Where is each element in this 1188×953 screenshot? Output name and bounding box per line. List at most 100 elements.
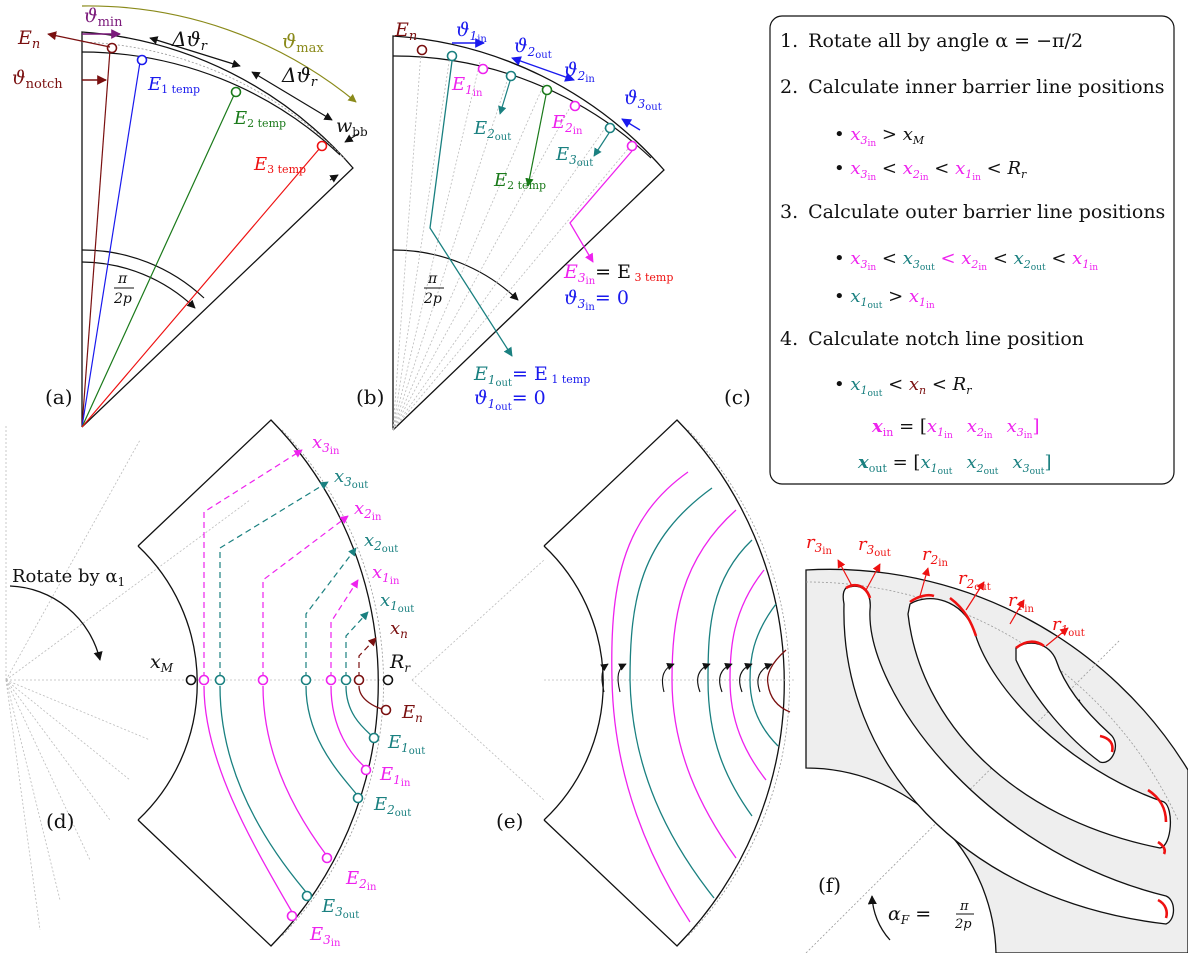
label-theta2out: ϑ2out bbox=[514, 35, 552, 61]
axis-nodes-d bbox=[185, 674, 394, 922]
barrier-curves-d bbox=[203, 685, 387, 913]
dashed-risers bbox=[203, 449, 377, 678]
label-E1out-d: E1out bbox=[387, 732, 425, 757]
label-r2out: r2out bbox=[958, 568, 991, 593]
theta3out-arrow bbox=[621, 118, 641, 131]
label-E2temp-b: E2 temp bbox=[493, 170, 546, 192]
inner-arc-e bbox=[543, 545, 604, 821]
dotted-fan-d bbox=[5, 425, 392, 931]
label-pi: π bbox=[117, 271, 128, 287]
outer-dotted-e bbox=[687, 429, 790, 937]
label-xM: xM bbox=[150, 651, 174, 675]
panel-b: En ϑ1in ϑ2out ϑ2in ϑ3out E1in E2out E2in… bbox=[356, 19, 673, 431]
r-arrows bbox=[837, 559, 1069, 647]
label-Rr: Rr bbox=[389, 651, 411, 675]
label-x2out: x2out bbox=[364, 530, 398, 555]
node-E3out bbox=[604, 122, 616, 134]
ray-E2 bbox=[81, 94, 235, 428]
label-E3out: E3out bbox=[555, 144, 593, 169]
label-theta3out: ϑ3out bbox=[624, 87, 662, 113]
label-wbb: wbb bbox=[336, 115, 368, 139]
panel-label-e: (e) bbox=[496, 809, 523, 833]
label-theta1in: ϑ1in bbox=[456, 19, 487, 45]
label-E1in: E1in bbox=[451, 74, 483, 99]
E2out-arrow bbox=[498, 80, 511, 115]
label-xn: xn bbox=[390, 618, 408, 641]
dtheta-arrow-2 bbox=[251, 71, 333, 121]
label-theta-min: ϑmin bbox=[84, 5, 123, 30]
ray-E3 bbox=[81, 147, 321, 428]
node-En-b bbox=[416, 44, 428, 56]
step-3: 3. Calculate outer barrier line positions bbox=[780, 201, 1165, 223]
barrier-3 bbox=[842, 585, 1175, 925]
sector-outline-e bbox=[543, 419, 785, 947]
E3out-arrow bbox=[593, 132, 610, 157]
label-E2temp: E2 temp bbox=[233, 108, 286, 130]
lower-arc-b bbox=[392, 249, 519, 301]
apex-line-e2 bbox=[411, 679, 545, 801]
panel-label-d: (d) bbox=[46, 809, 74, 833]
apex-line-e bbox=[411, 559, 545, 681]
panel-e: (e) bbox=[411, 419, 796, 947]
node-E3 bbox=[316, 140, 328, 152]
panel-f: r3in r3out r2in r2out r1in r1out αF = π … bbox=[805, 532, 1188, 953]
node-E2out bbox=[505, 70, 517, 82]
step-4: 4. Calculate notch line position bbox=[780, 328, 1084, 350]
label-E2in: E2in bbox=[551, 112, 583, 137]
ray-E1 bbox=[81, 61, 141, 428]
panel-label-c: (c) bbox=[724, 385, 751, 409]
inner-arc-b bbox=[392, 55, 652, 159]
barrier-curves-e bbox=[611, 471, 791, 923]
lower-arc bbox=[81, 249, 205, 299]
label-x3in: x3in bbox=[312, 432, 340, 457]
label-pi-b: π bbox=[427, 271, 438, 287]
panel-d: Rotate by α1 xM Rr x3in x3out x2in x2out… bbox=[5, 419, 425, 949]
sector-outline-d bbox=[137, 419, 379, 947]
node-E1 bbox=[136, 54, 148, 66]
hook-arrows-e bbox=[600, 663, 773, 693]
label-E1temp: E1 temp bbox=[147, 74, 200, 96]
label-r3out: r3out bbox=[858, 534, 891, 559]
label-r2in: r2in bbox=[922, 544, 948, 569]
label-x1in: x1in bbox=[372, 562, 400, 587]
E3in-path bbox=[569, 150, 633, 263]
ray-En bbox=[81, 49, 111, 428]
label-En-b: En bbox=[394, 19, 417, 44]
label-E2out: E2out bbox=[473, 118, 511, 143]
label-theta-notch: ϑnotch bbox=[12, 67, 63, 92]
steps-box bbox=[769, 15, 1175, 485]
lower-arc-2 bbox=[81, 261, 196, 309]
label-E3in-d: E3in bbox=[309, 924, 341, 949]
dotted-rays-b bbox=[392, 51, 633, 431]
label-dtheta-1: Δϑr bbox=[171, 27, 208, 54]
label-x2in: x2in bbox=[354, 498, 382, 523]
label-theta1out-eq: ϑ1out= 0 bbox=[474, 387, 546, 413]
panel-label-b: (b) bbox=[356, 385, 384, 409]
label-E3temp: E3 temp bbox=[253, 154, 306, 176]
label-E3out-d: E3out bbox=[321, 896, 359, 921]
label-2p: 2p bbox=[113, 291, 132, 307]
label-E3in-eq: E3in= E 3 temp bbox=[563, 261, 673, 287]
inner-arc bbox=[81, 51, 341, 156]
label-En: En bbox=[17, 27, 40, 52]
label-E1in-d: E1in bbox=[379, 764, 411, 789]
wbb-arrow bbox=[344, 133, 359, 143]
label-theta2in: ϑ2in bbox=[564, 59, 595, 85]
panel-c: 1. Rotate all by angle α = −π/2 2. Calcula… bbox=[724, 15, 1175, 485]
E1out-path bbox=[429, 60, 513, 357]
node-E1in bbox=[477, 63, 489, 75]
eq-xin: xin = [x1in x2in x3in] bbox=[871, 416, 1039, 441]
panel-label-f: (f) bbox=[818, 873, 841, 897]
inner-arc-d bbox=[137, 545, 198, 821]
wbb-arrow-2 bbox=[329, 174, 339, 183]
dtheta-arrow-1 bbox=[149, 36, 241, 68]
label-E2out-d: E2out bbox=[373, 794, 411, 819]
step-1: 1. Rotate all by angle α = −π/2 bbox=[780, 30, 1083, 52]
label-r3in: r3in bbox=[806, 532, 832, 557]
panel-a: En ϑmin ϑnotch Δϑr Δϑr ϑmax wbb E1 temp … bbox=[12, 5, 368, 428]
label-E2in-d: E2in bbox=[345, 868, 377, 893]
node-E1out bbox=[446, 50, 458, 62]
sector-outline bbox=[81, 31, 354, 428]
alpha-arc bbox=[867, 895, 891, 941]
node-E3in bbox=[626, 140, 638, 152]
